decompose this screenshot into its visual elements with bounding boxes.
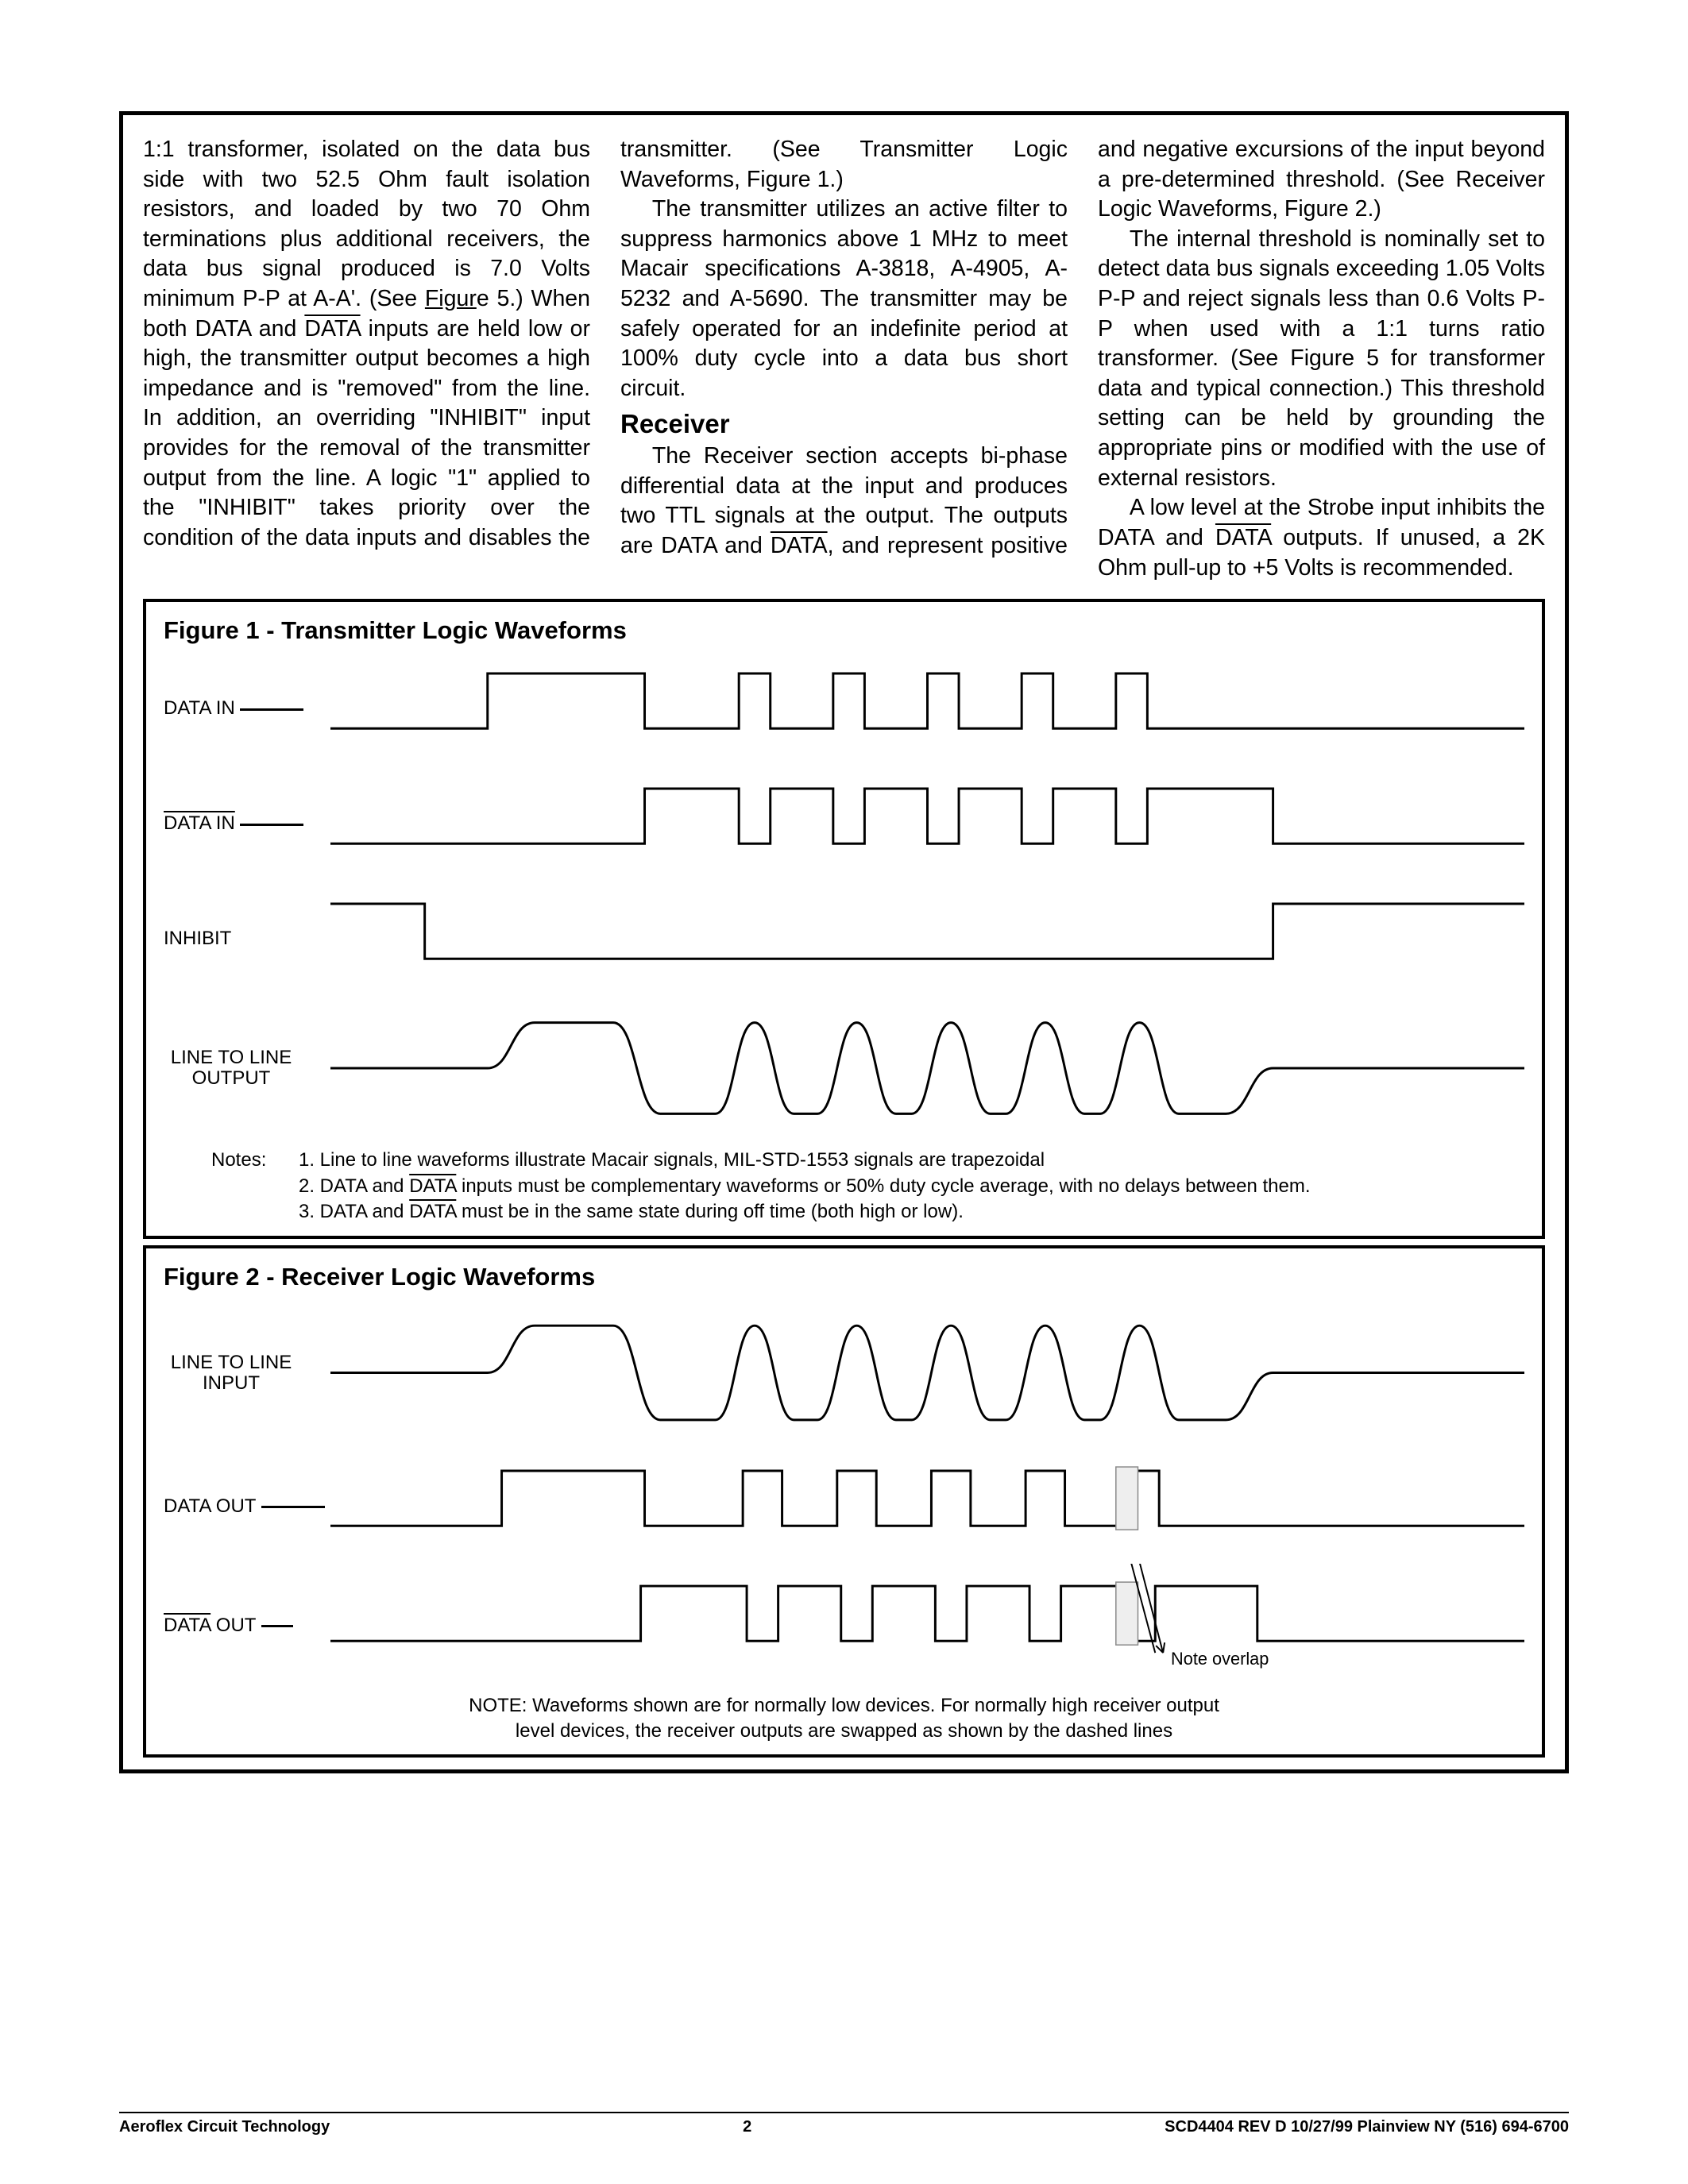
fig2-overlap-label: Note overlap [1171, 1649, 1269, 1669]
figure-1-title: Figure 1 - Transmitter Logic Waveforms [164, 616, 1524, 645]
fig1-label-data-in: DATA IN [164, 698, 330, 719]
fig1-line-row: LINE TO LINE OUTPUT [164, 997, 1524, 1140]
figure-2: Figure 2 - Receiver Logic Waveforms LINE… [143, 1245, 1545, 1757]
page-footer: Aeroflex Circuit Technology 2 SCD4404 RE… [119, 2112, 1569, 2136]
fig2-label-line-input: LINE TO LINE INPUT [164, 1352, 330, 1395]
fig2-wave-line-input [330, 1298, 1524, 1449]
fig2-label-data-out: DATA OUT [164, 1496, 330, 1517]
fig2-note: NOTE: Waveforms shown are for normally l… [164, 1693, 1524, 1742]
page-frame: 1:1 transformer, isolated on the data bu… [119, 111, 1569, 1773]
fig1-label-line-output: LINE TO LINE OUTPUT [164, 1048, 330, 1090]
receiver-heading: Receiver [620, 407, 1068, 442]
fig2-line-in-row: LINE TO LINE INPUT [164, 1298, 1524, 1449]
fig1-data-inb-row: DATA IN [164, 766, 1524, 882]
fig1-notes: Notes:1. Line to line waveforms illustra… [164, 1148, 1524, 1225]
fig1-data-in-row: DATA IN [164, 651, 1524, 766]
fig2-data-outb-row: DATA OUT Note overlap [164, 1564, 1524, 1687]
fig1-label-data-in-bar: DATA IN [164, 813, 330, 834]
fig1-wave-data-in [330, 651, 1524, 766]
fig1-wave-inhibit [330, 882, 1524, 997]
footer-left: Aeroflex Circuit Technology [119, 2118, 330, 2136]
fig1-wave-data-in-bar [330, 766, 1524, 882]
footer-right: SCD4404 REV D 10/27/99 Plainview NY (516… [1165, 2118, 1569, 2136]
fig1-inhibit-row: INHIBIT [164, 882, 1524, 997]
fig1-label-inhibit: INHIBIT [164, 928, 330, 949]
figure-2-title: Figure 2 - Receiver Logic Waveforms [164, 1263, 1524, 1291]
fig1-wave-line-output [330, 997, 1524, 1140]
para-2: The transmitter utilizes an active filte… [620, 195, 1068, 403]
fig2-data-out-row: DATA OUT [164, 1449, 1524, 1564]
fig2-label-data-out-bar: DATA OUT [164, 1615, 330, 1636]
para-5: A low level at the Strobe input inhibits… [1098, 493, 1545, 583]
footer-page: 2 [743, 2118, 751, 2136]
fig2-wave-data-out-bar: Note overlap [330, 1564, 1524, 1687]
figure-1: Figure 1 - Transmitter Logic Waveforms D… [143, 599, 1545, 1239]
fig2-wave-data-out [330, 1449, 1524, 1564]
body-text: 1:1 transformer, isolated on the data bu… [143, 135, 1545, 583]
para-4: The internal threshold is nominally set … [1098, 225, 1545, 493]
